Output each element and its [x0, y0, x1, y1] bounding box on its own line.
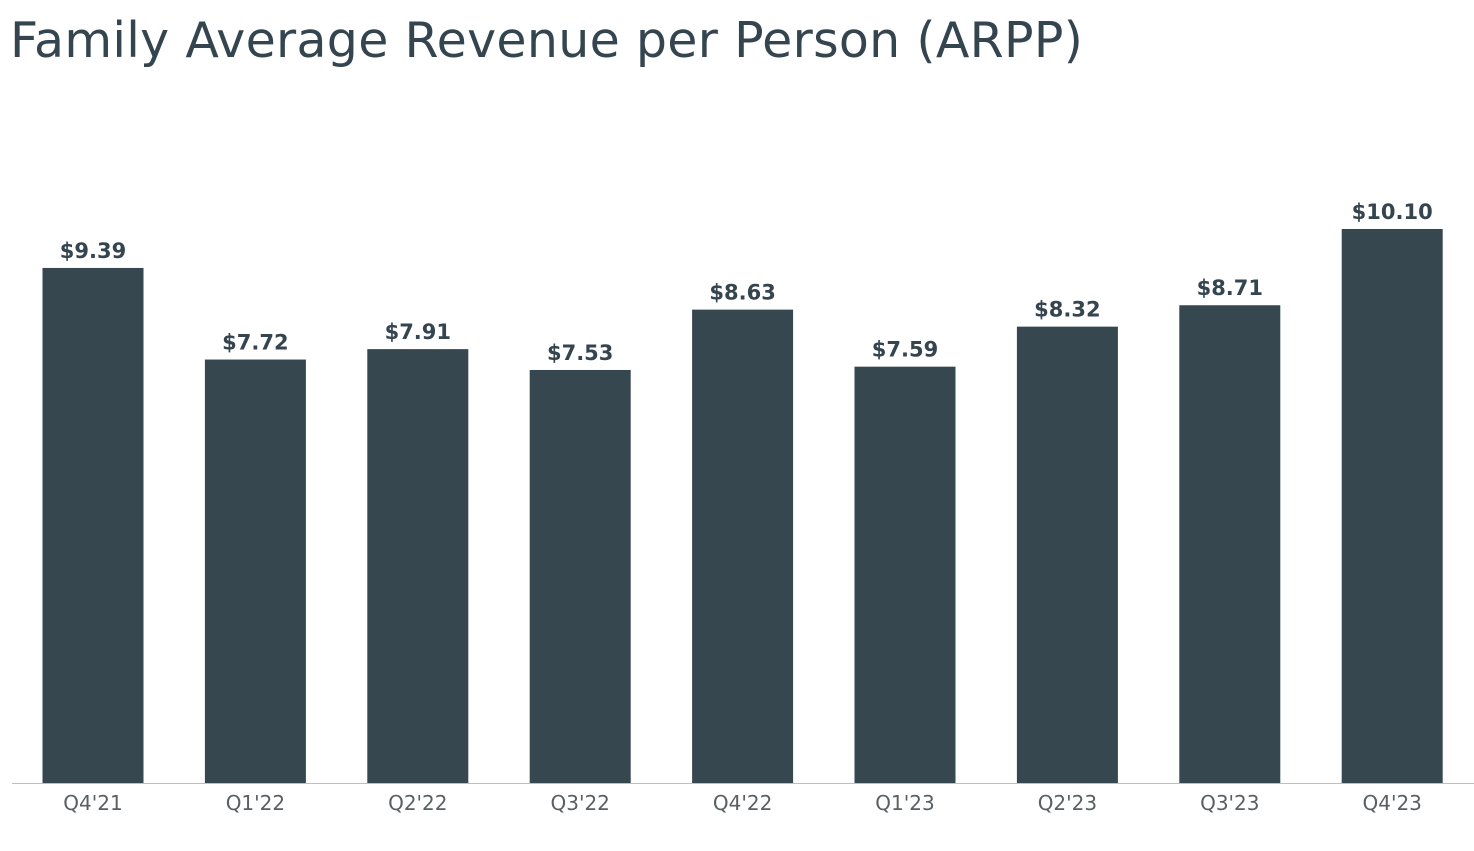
- x-tick-label: Q2'23: [1038, 791, 1097, 815]
- bar-Q4-22: [692, 309, 794, 783]
- x-tick-label: Q2'22: [388, 791, 447, 815]
- bar-Q3-22: [529, 369, 631, 783]
- x-tick-label: Q4'21: [63, 791, 122, 815]
- x-tick-label: Q4'22: [713, 791, 772, 815]
- data-label: $9.39: [60, 239, 126, 263]
- bars-group: $9.39 Q4'21 $7.72 Q1'22 $7.91 Q2'22 $7.53 Q3'22…: [42, 200, 1443, 815]
- bar-Q1-22: [204, 359, 306, 783]
- data-label: $7.91: [385, 320, 451, 344]
- data-label: $7.72: [222, 331, 288, 355]
- bar-Q2-22: [367, 349, 469, 783]
- bar-Q4-23: [1341, 229, 1443, 783]
- data-label: $7.59: [872, 338, 938, 362]
- data-label: $8.32: [1034, 298, 1100, 322]
- bar-Q4-21: [42, 267, 144, 783]
- x-tick-label: Q1'23: [875, 791, 934, 815]
- data-label: $8.71: [1197, 276, 1263, 300]
- x-tick-label: Q4'23: [1362, 791, 1421, 815]
- data-label: $10.10: [1352, 200, 1433, 224]
- bar-Q2-23: [1016, 326, 1118, 783]
- data-label: $7.53: [547, 341, 613, 365]
- x-tick-label: Q3'22: [550, 791, 609, 815]
- x-tick-label: Q1'22: [226, 791, 285, 815]
- chart-title: Family Average Revenue per Person (ARPP): [10, 12, 1084, 69]
- bar-Q1-23: [854, 366, 956, 783]
- bar-Q3-23: [1179, 305, 1281, 783]
- data-label: $8.63: [709, 281, 775, 305]
- x-tick-label: Q3'23: [1200, 791, 1259, 815]
